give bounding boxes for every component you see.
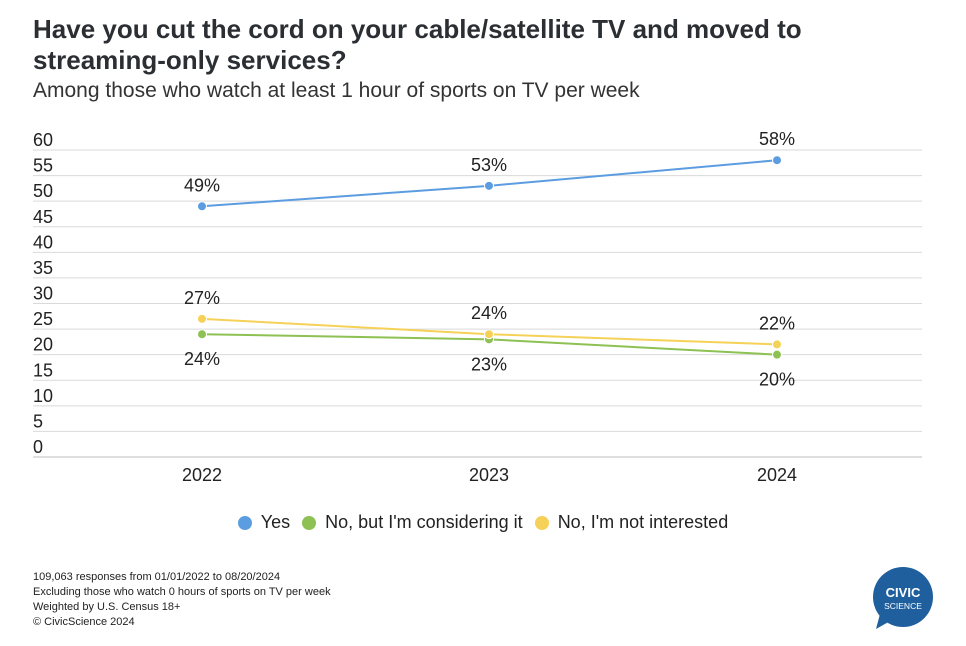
y-tick-label: 0: [33, 437, 43, 457]
logo-speech-tail: [876, 614, 892, 629]
data-label: 24%: [471, 303, 507, 323]
data-point: [484, 180, 494, 191]
chart-footer: 109,063 responses from 01/01/2022 to 08/…: [33, 570, 331, 630]
legend-swatch-yes: [237, 515, 252, 530]
logo-text-science: SCIENCE: [884, 601, 922, 611]
data-label: 58%: [759, 129, 795, 149]
x-tick-label: 2022: [182, 465, 222, 485]
legend-label-considering: No, but I'm considering it: [325, 512, 523, 532]
chart-legend: Yes No, but I'm considering it No, I'm n…: [0, 512, 966, 533]
data-point: [197, 201, 207, 212]
chart-subtitle: Among those who watch at least 1 hour of…: [33, 79, 640, 102]
legend-item-not-interested: No, I'm not interested: [534, 512, 729, 533]
data-label: 23%: [471, 354, 507, 374]
legend-item-considering: No, but I'm considering it: [302, 512, 523, 533]
logo-text-civic: CIVIC: [886, 585, 921, 600]
data-label: 49%: [184, 175, 220, 195]
data-label: 27%: [184, 288, 220, 308]
legend-label-not-interested: No, I'm not interested: [557, 512, 729, 532]
data-point: [197, 329, 207, 340]
data-point: [484, 329, 494, 340]
footer-line: 109,063 responses from 01/01/2022 to 08/…: [33, 571, 281, 583]
data-point: [772, 339, 782, 350]
footer-line: Excluding those who watch 0 hours of spo…: [33, 586, 331, 598]
legend-swatch-considering: [302, 515, 317, 530]
line-chart: 0 5 10 15 20 25 30 35 40 45 50 55 60 2022 2023 2024 49% 5…: [33, 129, 922, 485]
y-tick-label: 55: [33, 156, 53, 176]
x-tick-label: 2023: [469, 465, 509, 485]
y-tick-label: 15: [33, 360, 53, 380]
footer-line: © CivicScience 2024: [33, 616, 135, 628]
y-tick-label: 35: [33, 258, 53, 278]
data-point: [772, 155, 782, 166]
y-tick-label: 10: [33, 386, 53, 406]
chart-title: Have you cut the cord on your cable/sate…: [33, 14, 802, 75]
y-tick-label: 20: [33, 335, 53, 355]
legend-label-yes: Yes: [260, 512, 291, 532]
legend-item-yes: Yes: [237, 512, 291, 533]
data-point: [197, 313, 207, 324]
logo-circle: [873, 567, 933, 627]
y-tick-label: 50: [33, 181, 53, 201]
data-label: 20%: [759, 370, 795, 390]
y-tick-label: 60: [33, 130, 53, 150]
x-tick-label: 2024: [757, 465, 797, 485]
civicscience-logo: CIVIC SCIENCE: [873, 567, 933, 629]
data-label: 22%: [759, 313, 795, 333]
data-label: 24%: [184, 349, 220, 369]
y-tick-label: 25: [33, 309, 53, 329]
legend-swatch-not-interested: [534, 515, 549, 530]
data-label: 53%: [471, 155, 507, 175]
y-tick-label: 30: [33, 284, 53, 304]
y-tick-label: 40: [33, 232, 53, 252]
y-tick-label: 45: [33, 207, 53, 227]
y-tick-label: 5: [33, 411, 43, 431]
footer-line: Weighted by U.S. Census 18+: [33, 601, 181, 613]
data-point: [772, 349, 782, 360]
